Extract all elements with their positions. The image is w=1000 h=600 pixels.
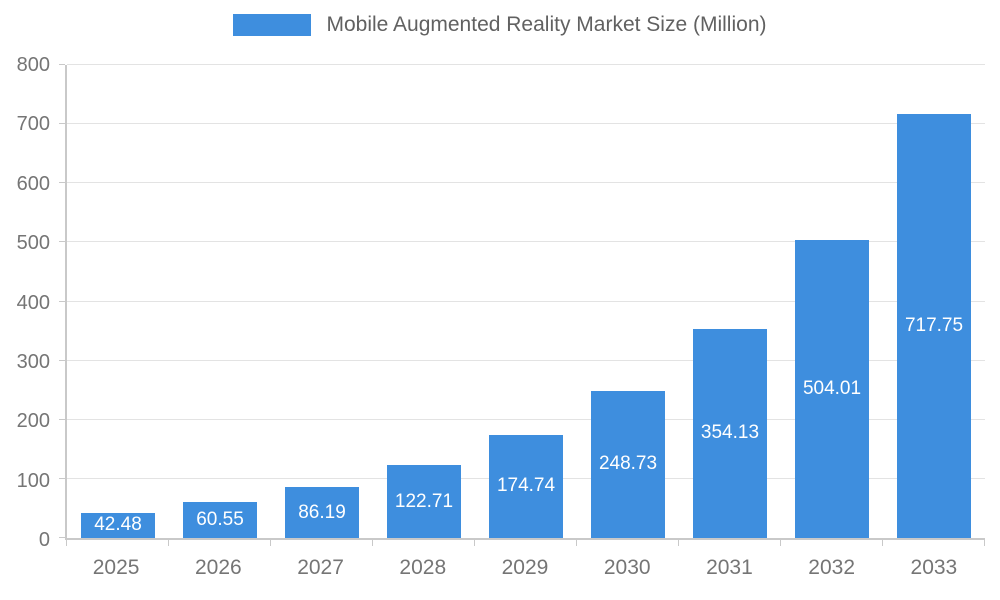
gridline [67, 182, 985, 184]
bar-column: 86.19 [271, 65, 373, 538]
bar-column: 42.48 [67, 65, 169, 538]
y-axis-tick [59, 359, 65, 361]
bar-column: 717.75 [883, 65, 985, 538]
bar-2033[interactable]: 717.75 [897, 113, 971, 538]
bar-2029[interactable]: 174.74 [489, 434, 563, 538]
y-tick-label: 800 [16, 54, 50, 76]
legend-swatch[interactable] [233, 14, 312, 36]
x-tick-label: 2026 [194, 556, 242, 579]
x-tick-label: 2025 [92, 556, 140, 579]
y-tick-label: 0 [38, 529, 50, 551]
bar-2027[interactable]: 86.19 [285, 487, 359, 538]
x-tick-label: 2030 [603, 556, 651, 579]
x-tick-label: 2027 [297, 556, 344, 579]
x-axis-tick [167, 540, 169, 546]
x-axis-tick [371, 540, 373, 546]
bar-column: 60.55 [169, 65, 271, 538]
bar-column: 248.73 [577, 65, 679, 538]
x-axis-tick [66, 540, 67, 546]
y-axis-tick [59, 64, 65, 65]
y-tick-label: 100 [16, 469, 50, 492]
bar-2025[interactable]: 42.48 [81, 512, 155, 538]
y-axis-tick [59, 300, 65, 302]
x-axis-tick [677, 540, 679, 546]
y-tick-label: 200 [16, 410, 50, 433]
gridline [67, 300, 985, 302]
bar-value-label: 248.73 [598, 453, 658, 475]
x-axis-labels: 2025 2026 2027 2028 2029 2030 2031 2032 2033 [65, 556, 985, 586]
y-axis-tick [59, 418, 65, 420]
gridline [67, 64, 985, 65]
bar-value-label: 717.75 [904, 314, 964, 336]
gridline [67, 123, 985, 125]
x-axis-tick [984, 540, 985, 546]
x-axis-tick [881, 540, 883, 546]
y-axis-labels: 0 100 200 300 400 500 600 700 800 [0, 55, 50, 550]
gridline [67, 359, 985, 361]
y-axis-tick [59, 182, 65, 184]
x-axis-tick [780, 540, 781, 546]
y-tick-label: 500 [16, 232, 50, 255]
y-tick-label: 700 [16, 113, 50, 136]
y-tick-label: 600 [16, 172, 50, 195]
bar-2028[interactable]: 122.71 [386, 465, 461, 538]
x-tick-label: 2029 [501, 556, 549, 579]
bar-value-label: 86.19 [298, 501, 346, 523]
x-axis-tick [269, 540, 271, 546]
bar-value-label: 60.55 [196, 509, 244, 531]
bar-2032[interactable]: 504.01 [795, 240, 869, 538]
x-tick-label: 2031 [706, 556, 753, 579]
chart-title: Mobile Augmented Reality Market Size (Mi… [326, 13, 767, 36]
bar-value-label: 354.13 [700, 422, 760, 444]
x-tick-label: 2032 [808, 556, 856, 579]
chart-legend[interactable]: Mobile Augmented Reality Market Size (Mi… [0, 13, 1000, 37]
bar-column: 122.71 [373, 65, 475, 538]
bar-value-label: 504.01 [802, 378, 862, 399]
plot-area: 42.48 60.55 86.19 122.71 174.74 248.73 354.13 5… [59, 64, 985, 546]
y-axis-tick [59, 537, 65, 538]
bar-value-label: 122.71 [394, 490, 454, 512]
x-tick-label: 2028 [399, 556, 447, 579]
y-tick-label: 300 [16, 350, 50, 373]
bar-column: 354.13 [679, 65, 781, 538]
x-tick-label: 2033 [910, 556, 958, 579]
bar-value-label: 174.74 [496, 475, 556, 497]
bar-column: 174.74 [475, 65, 577, 538]
y-axis-tick [59, 123, 65, 125]
bar-2030[interactable]: 248.73 [591, 390, 665, 538]
gridline [67, 418, 985, 420]
bar-value-label: 42.48 [94, 514, 142, 536]
gridline [67, 241, 985, 243]
x-axis-tick [473, 540, 475, 546]
x-axis-tick [576, 540, 577, 546]
bar-2031[interactable]: 354.13 [692, 328, 767, 538]
y-tick-label: 400 [16, 291, 50, 314]
bar-2026[interactable]: 60.55 [183, 502, 257, 538]
y-axis-tick [59, 241, 65, 243]
y-axis-tick [59, 477, 65, 479]
bar-column: 504.01 [781, 65, 883, 538]
